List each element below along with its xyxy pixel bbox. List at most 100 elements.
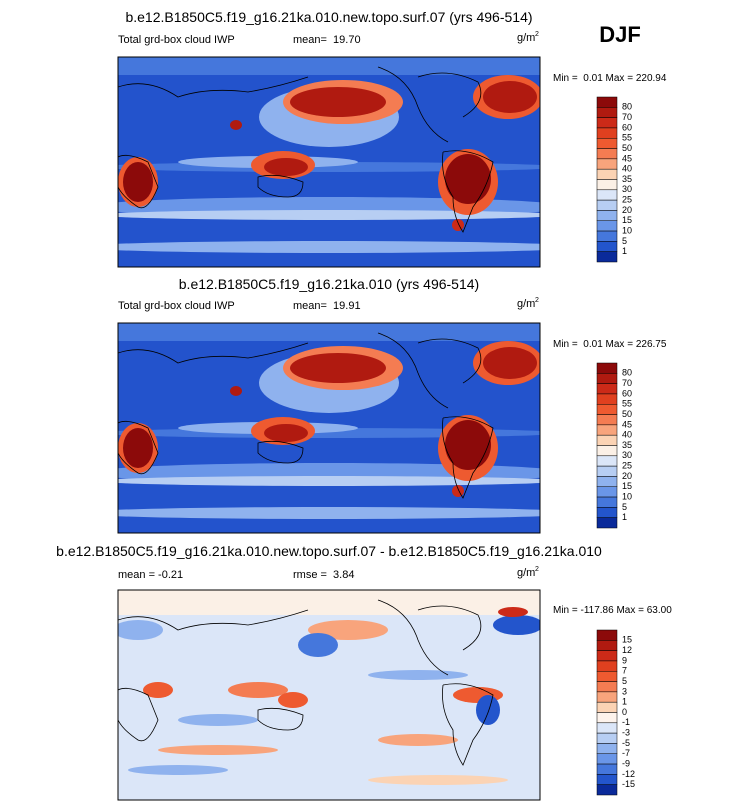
- colorbar-label: 45: [622, 419, 632, 429]
- left-label: Total grd-box cloud IWP: [118, 34, 235, 46]
- colorbar-box: [596, 96, 618, 108]
- colorbar-box: [596, 251, 618, 263]
- min-max-label: Min = -117.86 Max = 63.00: [553, 605, 672, 616]
- min-max-label: Min = 0.01 Max = 220.94: [553, 73, 667, 84]
- colorbar-label: 5: [622, 236, 627, 246]
- colorbar-box: [596, 424, 618, 436]
- map-panel-1: [118, 57, 540, 267]
- colorbar-box: [596, 486, 618, 498]
- units-exponent: 2: [535, 297, 539, 304]
- colorbar-label: 80: [622, 368, 632, 378]
- colorbar-label: 50: [622, 143, 632, 153]
- colorbar-box: [596, 671, 618, 682]
- colorbar-box: [596, 455, 618, 467]
- colorbar-label: 10: [622, 491, 632, 501]
- colorbar-box: [596, 383, 618, 395]
- colorbar-label: -5: [622, 738, 630, 748]
- map-panel-3: [118, 590, 540, 800]
- colorbar-label: -15: [622, 779, 635, 789]
- colorbar-box: [596, 220, 618, 232]
- colorbar-box: [596, 434, 618, 446]
- colorbar-label: 25: [622, 195, 632, 205]
- colorbar-box: [596, 241, 618, 252]
- panel-title: b.e12.B1850C5.f19_g16.21ka.010.new.topo.…: [125, 9, 532, 25]
- colorbar-box: [596, 691, 618, 703]
- colorbar-label: 1: [622, 697, 627, 707]
- colorbar-label: 55: [622, 399, 632, 409]
- colorbar-box: [596, 465, 618, 477]
- colorbar-box: [596, 701, 618, 713]
- colorbar-box: [596, 179, 618, 191]
- colorbar-box: [596, 158, 618, 170]
- colorbar-label: 5: [622, 502, 627, 512]
- colorbar-box: [596, 629, 618, 641]
- colorbar-box: [596, 517, 618, 529]
- units: g/m: [517, 567, 535, 579]
- colorbar-box: [596, 774, 618, 785]
- colorbar-box: [596, 753, 618, 765]
- colorbar-box: [596, 168, 618, 180]
- colorbar-box: [596, 189, 618, 201]
- colorbar-box: [596, 210, 618, 221]
- colorbar-label: -9: [622, 758, 630, 768]
- colorbar-box: [596, 414, 618, 426]
- colorbar-label: 30: [622, 184, 632, 194]
- min-max-label: Min = 0.01 Max = 226.75: [553, 339, 667, 350]
- colorbar-label: 20: [622, 471, 632, 481]
- colorbar-label: 60: [622, 388, 632, 398]
- colorbar-label: 5: [622, 676, 627, 686]
- left-label: mean = -0.21: [118, 569, 183, 581]
- colorbar-label: -3: [622, 728, 630, 738]
- colorbar-box: [596, 107, 618, 118]
- colorbar-label: 70: [622, 378, 632, 388]
- colorbar-box: [596, 712, 618, 724]
- colorbar-label: 25: [622, 461, 632, 471]
- center-label: mean= 19.91: [293, 300, 361, 312]
- units-exponent: 2: [535, 566, 539, 573]
- colorbar-label: 15: [622, 635, 632, 645]
- colorbar-box: [596, 117, 618, 129]
- colorbar-label: 35: [622, 174, 632, 184]
- map-frame: [117, 589, 541, 801]
- colorbar-label: 9: [622, 655, 627, 665]
- colorbar-box: [596, 362, 618, 374]
- colorbar-label: 40: [622, 430, 632, 440]
- colorbar-box: [596, 681, 618, 693]
- colorbar-box: [596, 743, 618, 754]
- colorbar-box: [596, 445, 618, 457]
- colorbar-label: -1: [622, 717, 630, 727]
- colorbar-label: 3: [622, 686, 627, 696]
- colorbar-label: 60: [622, 122, 632, 132]
- colorbar-label: 50: [622, 409, 632, 419]
- colorbar-box: [596, 660, 618, 672]
- colorbar-box: [596, 476, 618, 487]
- colorbar-box: [596, 138, 618, 149]
- panel-title: b.e12.B1850C5.f19_g16.21ka.010 (yrs 496-…: [179, 276, 479, 292]
- center-label: rmse = 3.84: [293, 569, 354, 581]
- colorbar-label: 15: [622, 215, 632, 225]
- season-label: DJF: [599, 22, 641, 47]
- colorbar-label: 55: [622, 133, 632, 143]
- colorbar-box: [596, 650, 618, 662]
- colorbar-box: [596, 373, 618, 384]
- map-frame: [117, 56, 541, 268]
- colorbar-box: [596, 763, 618, 775]
- colorbar-label: 1: [622, 512, 627, 522]
- colorbar-box: [596, 722, 618, 734]
- colorbar-label: 45: [622, 153, 632, 163]
- colorbar-label: 70: [622, 112, 632, 122]
- colorbar-label: 80: [622, 102, 632, 112]
- colorbar-label: 30: [622, 450, 632, 460]
- panel-title: b.e12.B1850C5.f19_g16.21ka.010.new.topo.…: [56, 543, 602, 559]
- colorbar-box: [596, 393, 618, 405]
- colorbar-box: [596, 784, 618, 796]
- colorbar-label: -12: [622, 769, 635, 779]
- colorbar-box: [596, 496, 618, 508]
- colorbar-box: [596, 127, 618, 139]
- units-exponent: 2: [535, 31, 539, 38]
- map-panel-2: [118, 323, 540, 533]
- colorbar-label: 12: [622, 645, 632, 655]
- colorbar-label: 20: [622, 205, 632, 215]
- left-label: Total grd-box cloud IWP: [118, 300, 235, 312]
